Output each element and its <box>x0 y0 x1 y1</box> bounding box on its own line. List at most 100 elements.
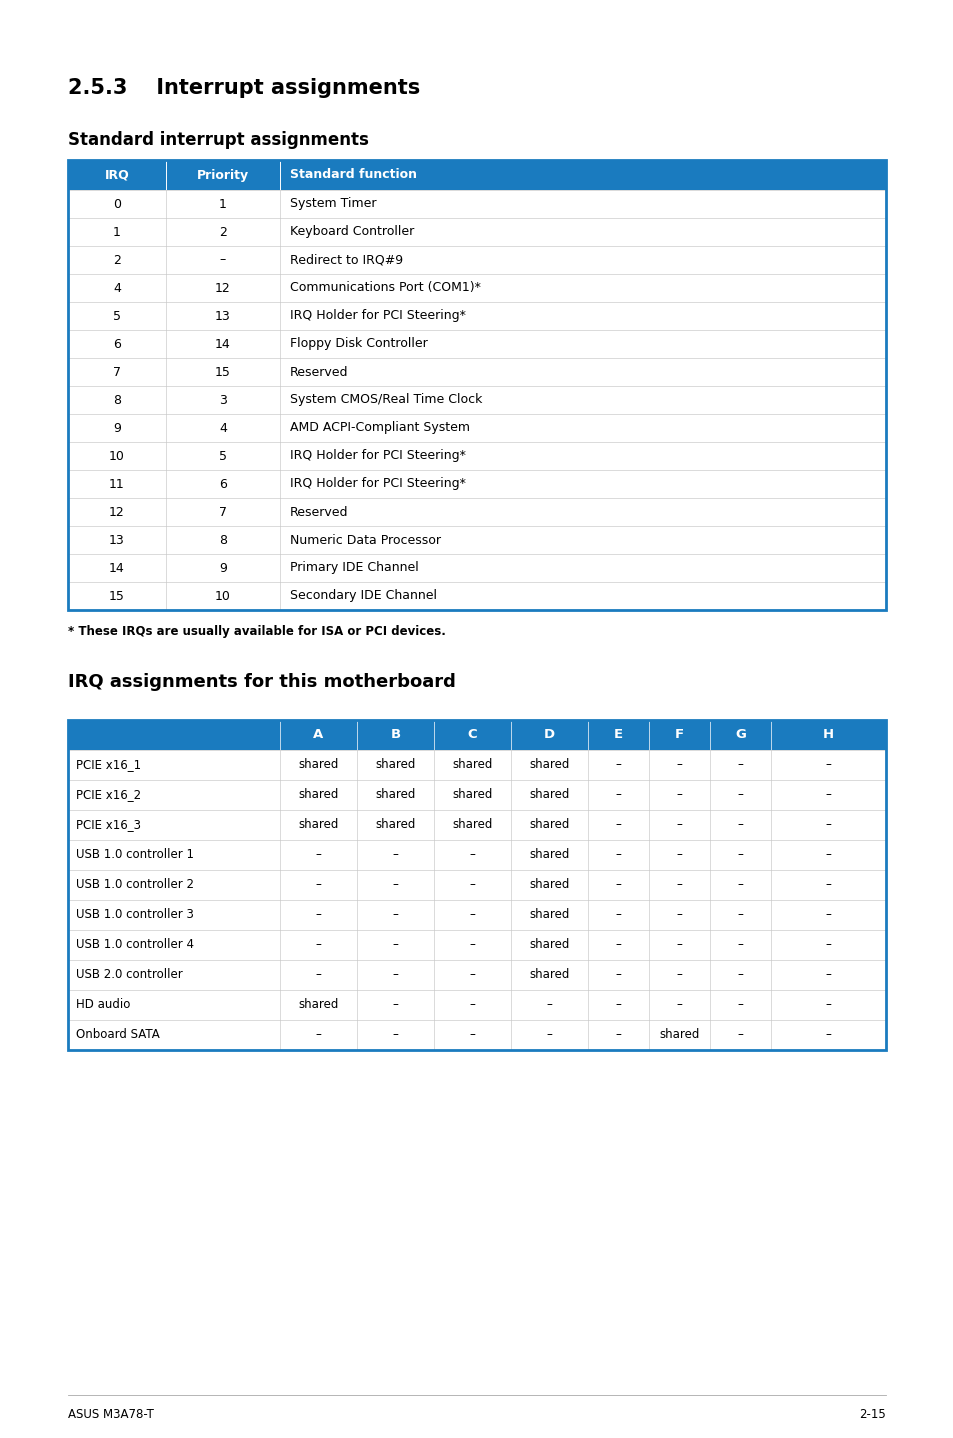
Text: 14: 14 <box>214 338 231 351</box>
Bar <box>68 302 885 329</box>
Text: –: – <box>392 998 398 1011</box>
Text: Reserved: Reserved <box>290 506 348 519</box>
Bar <box>68 554 885 582</box>
Text: –: – <box>469 998 475 1011</box>
Text: shared: shared <box>529 758 569 772</box>
Text: –: – <box>737 909 742 922</box>
Text: –: – <box>315 848 321 861</box>
Text: 4: 4 <box>219 421 227 434</box>
Text: 12: 12 <box>109 506 125 519</box>
Text: 1: 1 <box>113 226 121 239</box>
Text: IRQ Holder for PCI Steering*: IRQ Holder for PCI Steering* <box>290 450 465 463</box>
Text: 5: 5 <box>219 450 227 463</box>
Text: PCIE x16_3: PCIE x16_3 <box>76 818 141 831</box>
Text: 1: 1 <box>219 197 227 210</box>
Text: –: – <box>615 909 620 922</box>
Text: –: – <box>469 969 475 982</box>
Text: –: – <box>392 848 398 861</box>
Text: Floppy Disk Controller: Floppy Disk Controller <box>290 338 427 351</box>
Text: shared: shared <box>298 758 338 772</box>
Text: –: – <box>315 909 321 922</box>
Bar <box>68 414 885 441</box>
Text: 6: 6 <box>113 338 121 351</box>
Text: Secondary IDE Channel: Secondary IDE Channel <box>290 590 436 603</box>
Text: –: – <box>615 939 620 952</box>
Text: shared: shared <box>529 848 569 861</box>
Text: C: C <box>467 729 476 742</box>
Text: 2: 2 <box>113 253 121 266</box>
Text: –: – <box>737 998 742 1011</box>
Text: –: – <box>315 1028 321 1041</box>
Text: USB 1.0 controller 4: USB 1.0 controller 4 <box>76 939 193 952</box>
Text: –: – <box>615 1028 620 1041</box>
Text: –: – <box>615 788 620 801</box>
Text: 5: 5 <box>112 309 121 322</box>
Text: 15: 15 <box>109 590 125 603</box>
Text: –: – <box>219 253 226 266</box>
Text: –: – <box>615 879 620 892</box>
Bar <box>68 246 885 275</box>
Text: USB 1.0 controller 3: USB 1.0 controller 3 <box>76 909 193 922</box>
Bar <box>68 930 885 961</box>
Text: Standard interrupt assignments: Standard interrupt assignments <box>68 131 369 150</box>
Bar <box>68 441 885 470</box>
Text: –: – <box>737 879 742 892</box>
Text: PCIE x16_2: PCIE x16_2 <box>76 788 141 801</box>
Text: –: – <box>546 998 552 1011</box>
Text: 13: 13 <box>109 533 125 546</box>
Text: IRQ Holder for PCI Steering*: IRQ Holder for PCI Steering* <box>290 477 465 490</box>
Text: Primary IDE Channel: Primary IDE Channel <box>290 561 418 575</box>
Bar <box>68 961 885 989</box>
Text: 0: 0 <box>112 197 121 210</box>
Bar <box>68 870 885 900</box>
Text: IRQ assignments for this motherboard: IRQ assignments for this motherboard <box>68 673 456 692</box>
Bar <box>68 751 885 779</box>
Text: 8: 8 <box>112 394 121 407</box>
Text: –: – <box>315 969 321 982</box>
Text: 7: 7 <box>112 365 121 378</box>
Text: –: – <box>615 998 620 1011</box>
Text: shared: shared <box>452 788 492 801</box>
Text: –: – <box>469 879 475 892</box>
Text: shared: shared <box>452 758 492 772</box>
Text: –: – <box>676 758 681 772</box>
Text: shared: shared <box>659 1028 699 1041</box>
Text: –: – <box>469 939 475 952</box>
Text: –: – <box>469 909 475 922</box>
Bar <box>68 1020 885 1050</box>
Text: shared: shared <box>375 818 416 831</box>
Text: 15: 15 <box>214 365 231 378</box>
Text: –: – <box>615 969 620 982</box>
Text: * These IRQs are usually available for ISA or PCI devices.: * These IRQs are usually available for I… <box>68 626 445 638</box>
Text: –: – <box>469 1028 475 1041</box>
Text: shared: shared <box>452 818 492 831</box>
Text: System CMOS/Real Time Clock: System CMOS/Real Time Clock <box>290 394 482 407</box>
Text: 6: 6 <box>219 477 227 490</box>
Text: –: – <box>824 969 831 982</box>
Text: USB 1.0 controller 1: USB 1.0 controller 1 <box>76 848 193 861</box>
Text: Keyboard Controller: Keyboard Controller <box>290 226 414 239</box>
Bar <box>68 329 885 358</box>
Bar <box>68 582 885 610</box>
Text: –: – <box>615 848 620 861</box>
Text: shared: shared <box>298 788 338 801</box>
Text: –: – <box>737 788 742 801</box>
Text: B: B <box>390 729 400 742</box>
Bar <box>68 275 885 302</box>
Text: –: – <box>824 1028 831 1041</box>
Text: –: – <box>392 1028 398 1041</box>
Text: 10: 10 <box>109 450 125 463</box>
Text: –: – <box>737 1028 742 1041</box>
Bar <box>68 160 885 610</box>
Text: –: – <box>469 848 475 861</box>
Text: –: – <box>824 818 831 831</box>
Text: D: D <box>543 729 555 742</box>
Bar <box>68 720 885 1050</box>
Text: Numeric Data Processor: Numeric Data Processor <box>290 533 440 546</box>
Text: 2.5.3    Interrupt assignments: 2.5.3 Interrupt assignments <box>68 78 420 98</box>
Text: –: – <box>546 1028 552 1041</box>
Text: –: – <box>676 939 681 952</box>
Text: –: – <box>676 879 681 892</box>
Text: ASUS M3A78-T: ASUS M3A78-T <box>68 1408 153 1422</box>
Text: –: – <box>824 848 831 861</box>
